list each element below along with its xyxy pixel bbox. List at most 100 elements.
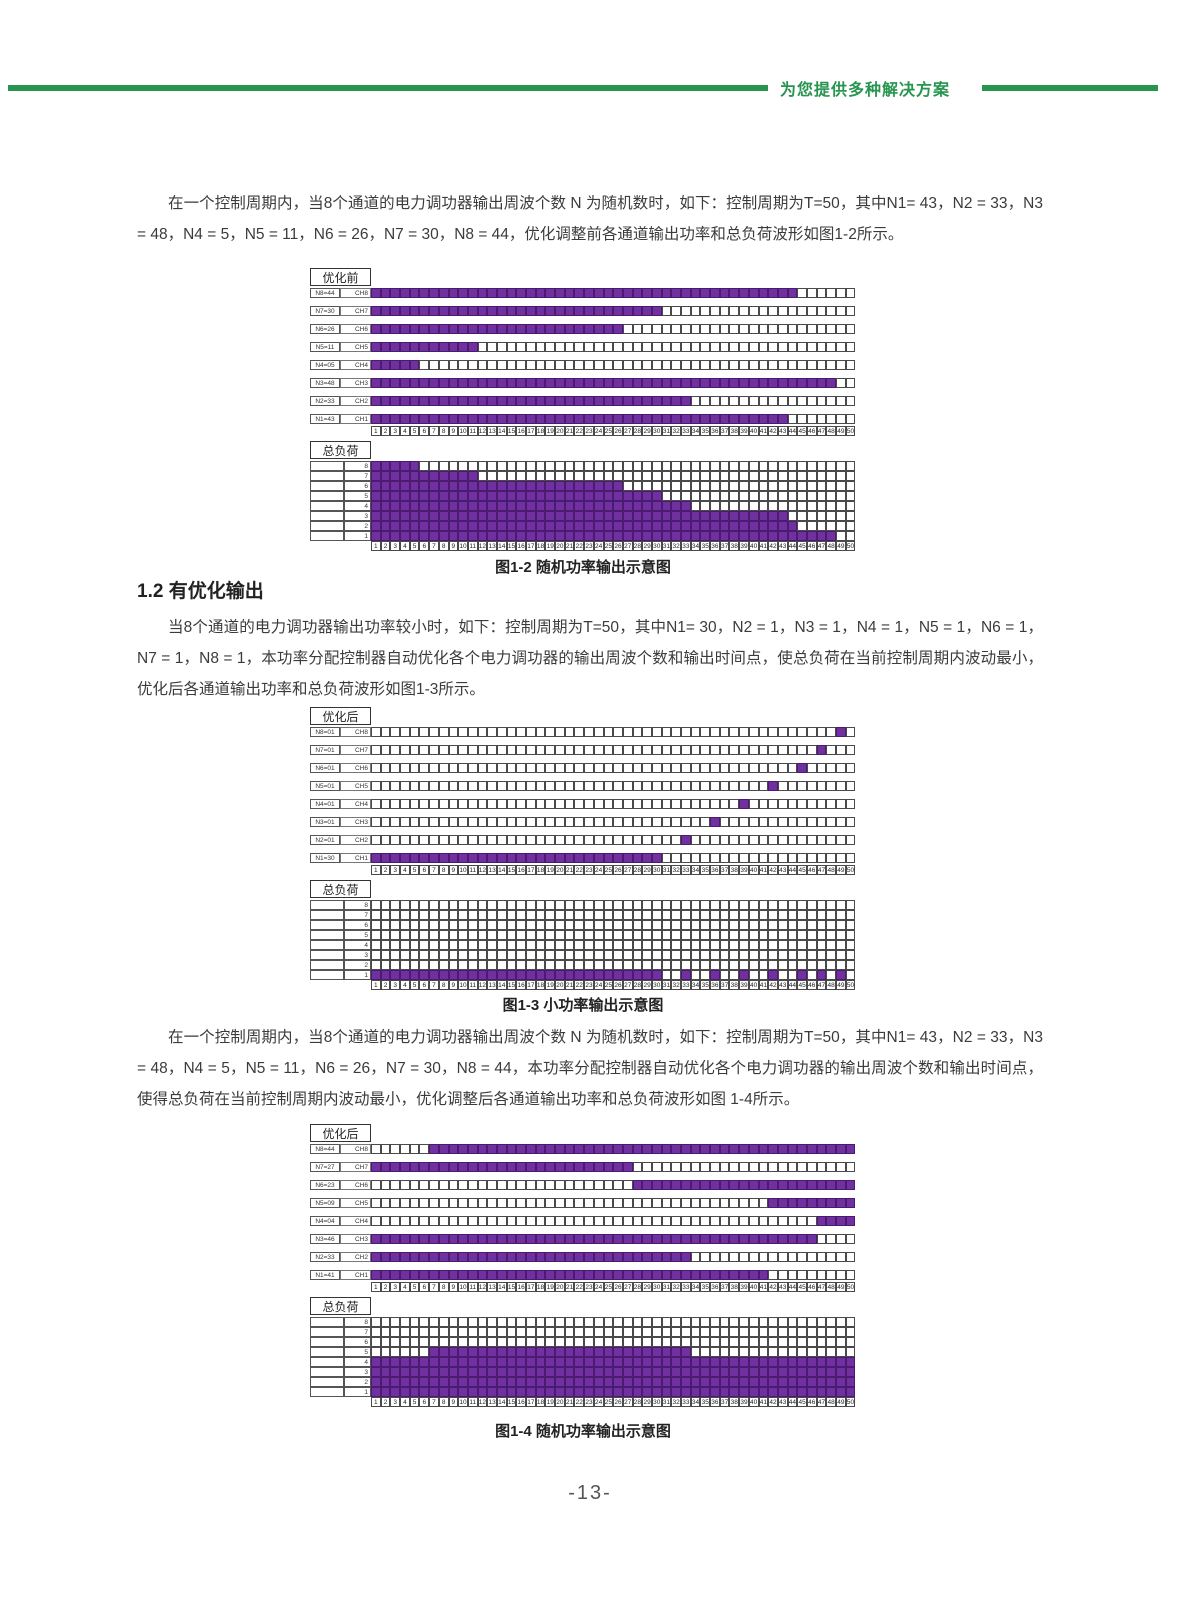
grid-cell	[777, 781, 788, 791]
grid-cell	[390, 511, 401, 521]
grid-cell	[467, 378, 478, 388]
grid-cell	[768, 501, 778, 511]
axis-tick: 10	[458, 1397, 468, 1407]
grid-cell	[506, 342, 517, 352]
grid-cell	[419, 940, 430, 950]
grid-cell	[390, 501, 401, 511]
grid-cell	[506, 1252, 517, 1262]
grid-cell	[700, 1387, 711, 1397]
grid-cell	[496, 1347, 507, 1357]
channel-ch-label: CH2	[340, 1252, 371, 1262]
grid-cell	[516, 727, 526, 737]
grid-cell	[836, 1317, 846, 1327]
grid-cell	[574, 1198, 585, 1208]
grid-cell	[409, 1357, 420, 1367]
grid-cell	[768, 960, 778, 970]
channel-n-label: N7=30	[310, 306, 340, 316]
grid-cell	[719, 920, 730, 930]
grid-cell	[438, 1317, 449, 1327]
grid-cell	[729, 1270, 740, 1280]
grid-cell	[516, 342, 526, 352]
grid-cell	[739, 461, 749, 471]
grid-cell	[826, 1234, 836, 1244]
grid-cell	[496, 471, 507, 481]
grid-cell	[593, 501, 604, 511]
axis-tick: 30	[651, 541, 662, 551]
grid-cell	[419, 910, 430, 920]
grid-cell	[535, 745, 546, 755]
grid-cell	[409, 511, 420, 521]
grid-cell	[603, 360, 614, 370]
grid-cell	[661, 521, 672, 531]
grid-cell	[787, 342, 798, 352]
grid-cell	[787, 781, 798, 791]
grid-cell	[564, 817, 575, 827]
grid-cell	[516, 1144, 526, 1154]
grid-cell	[526, 1198, 536, 1208]
grid-cell	[758, 378, 769, 388]
grid-cell	[477, 1317, 488, 1327]
axis-tick: 41	[758, 865, 769, 875]
grid-cell	[622, 1317, 633, 1327]
grid-cell	[429, 1357, 439, 1367]
cell-strip	[371, 1387, 856, 1397]
grid-cell	[400, 1337, 410, 1347]
axis-tick: 3	[390, 1397, 401, 1407]
grid-cell	[458, 1198, 468, 1208]
grid-cell	[400, 950, 410, 960]
grid-cell	[613, 817, 623, 827]
grid-cell	[477, 531, 488, 541]
grid-cell	[671, 727, 681, 737]
grid-cell	[729, 745, 740, 755]
grid-cell	[806, 1357, 817, 1367]
axis-tick: 39	[739, 865, 749, 875]
grid-cell	[429, 1347, 439, 1357]
grid-cell	[681, 960, 691, 970]
grid-cell	[816, 853, 827, 863]
load-level-tick: 2	[344, 960, 371, 970]
grid-cell	[681, 414, 691, 424]
grid-cell	[729, 360, 740, 370]
axis-tick: 37	[719, 541, 730, 551]
grid-cell	[632, 920, 643, 930]
axis-tick: 40	[748, 980, 759, 990]
grid-cell	[438, 1347, 449, 1357]
grid-cell	[690, 727, 701, 737]
grid-cell	[613, 745, 623, 755]
cell-strip	[371, 1317, 856, 1327]
grid-cell	[409, 799, 420, 809]
grid-cell	[593, 1198, 604, 1208]
grid-cell	[651, 414, 662, 424]
grid-cell	[797, 1216, 807, 1226]
grid-cell	[719, 491, 730, 501]
grid-cell	[506, 900, 517, 910]
grid-cell	[371, 835, 381, 845]
grid-cell	[545, 1234, 556, 1244]
grid-cell	[603, 471, 614, 481]
grid-cell	[787, 1144, 798, 1154]
axis-tick: 5	[409, 426, 420, 436]
grid-cell	[787, 1234, 798, 1244]
axis-tick: 26	[613, 1397, 623, 1407]
grid-cell	[584, 940, 594, 950]
grid-cell	[836, 745, 846, 755]
grid-cell	[516, 763, 526, 773]
cell-strip	[371, 781, 856, 791]
grid-cell	[768, 940, 778, 950]
grid-cell	[545, 1270, 556, 1280]
grid-cell	[681, 1198, 691, 1208]
grid-cell	[371, 1144, 381, 1154]
axis-tick: 5	[409, 865, 420, 875]
axis-tick: 3	[390, 426, 401, 436]
grid-cell	[632, 950, 643, 960]
grid-cell	[574, 1144, 585, 1154]
grid-cell	[622, 763, 633, 773]
grid-cell	[603, 781, 614, 791]
load-level-row: 4	[310, 501, 856, 511]
grid-cell	[642, 1327, 652, 1337]
grid-cell	[496, 1387, 507, 1397]
axis-tick: 24	[593, 541, 604, 551]
grid-cell	[545, 950, 556, 960]
grid-cell	[777, 763, 788, 773]
grid-cell	[526, 1252, 536, 1262]
